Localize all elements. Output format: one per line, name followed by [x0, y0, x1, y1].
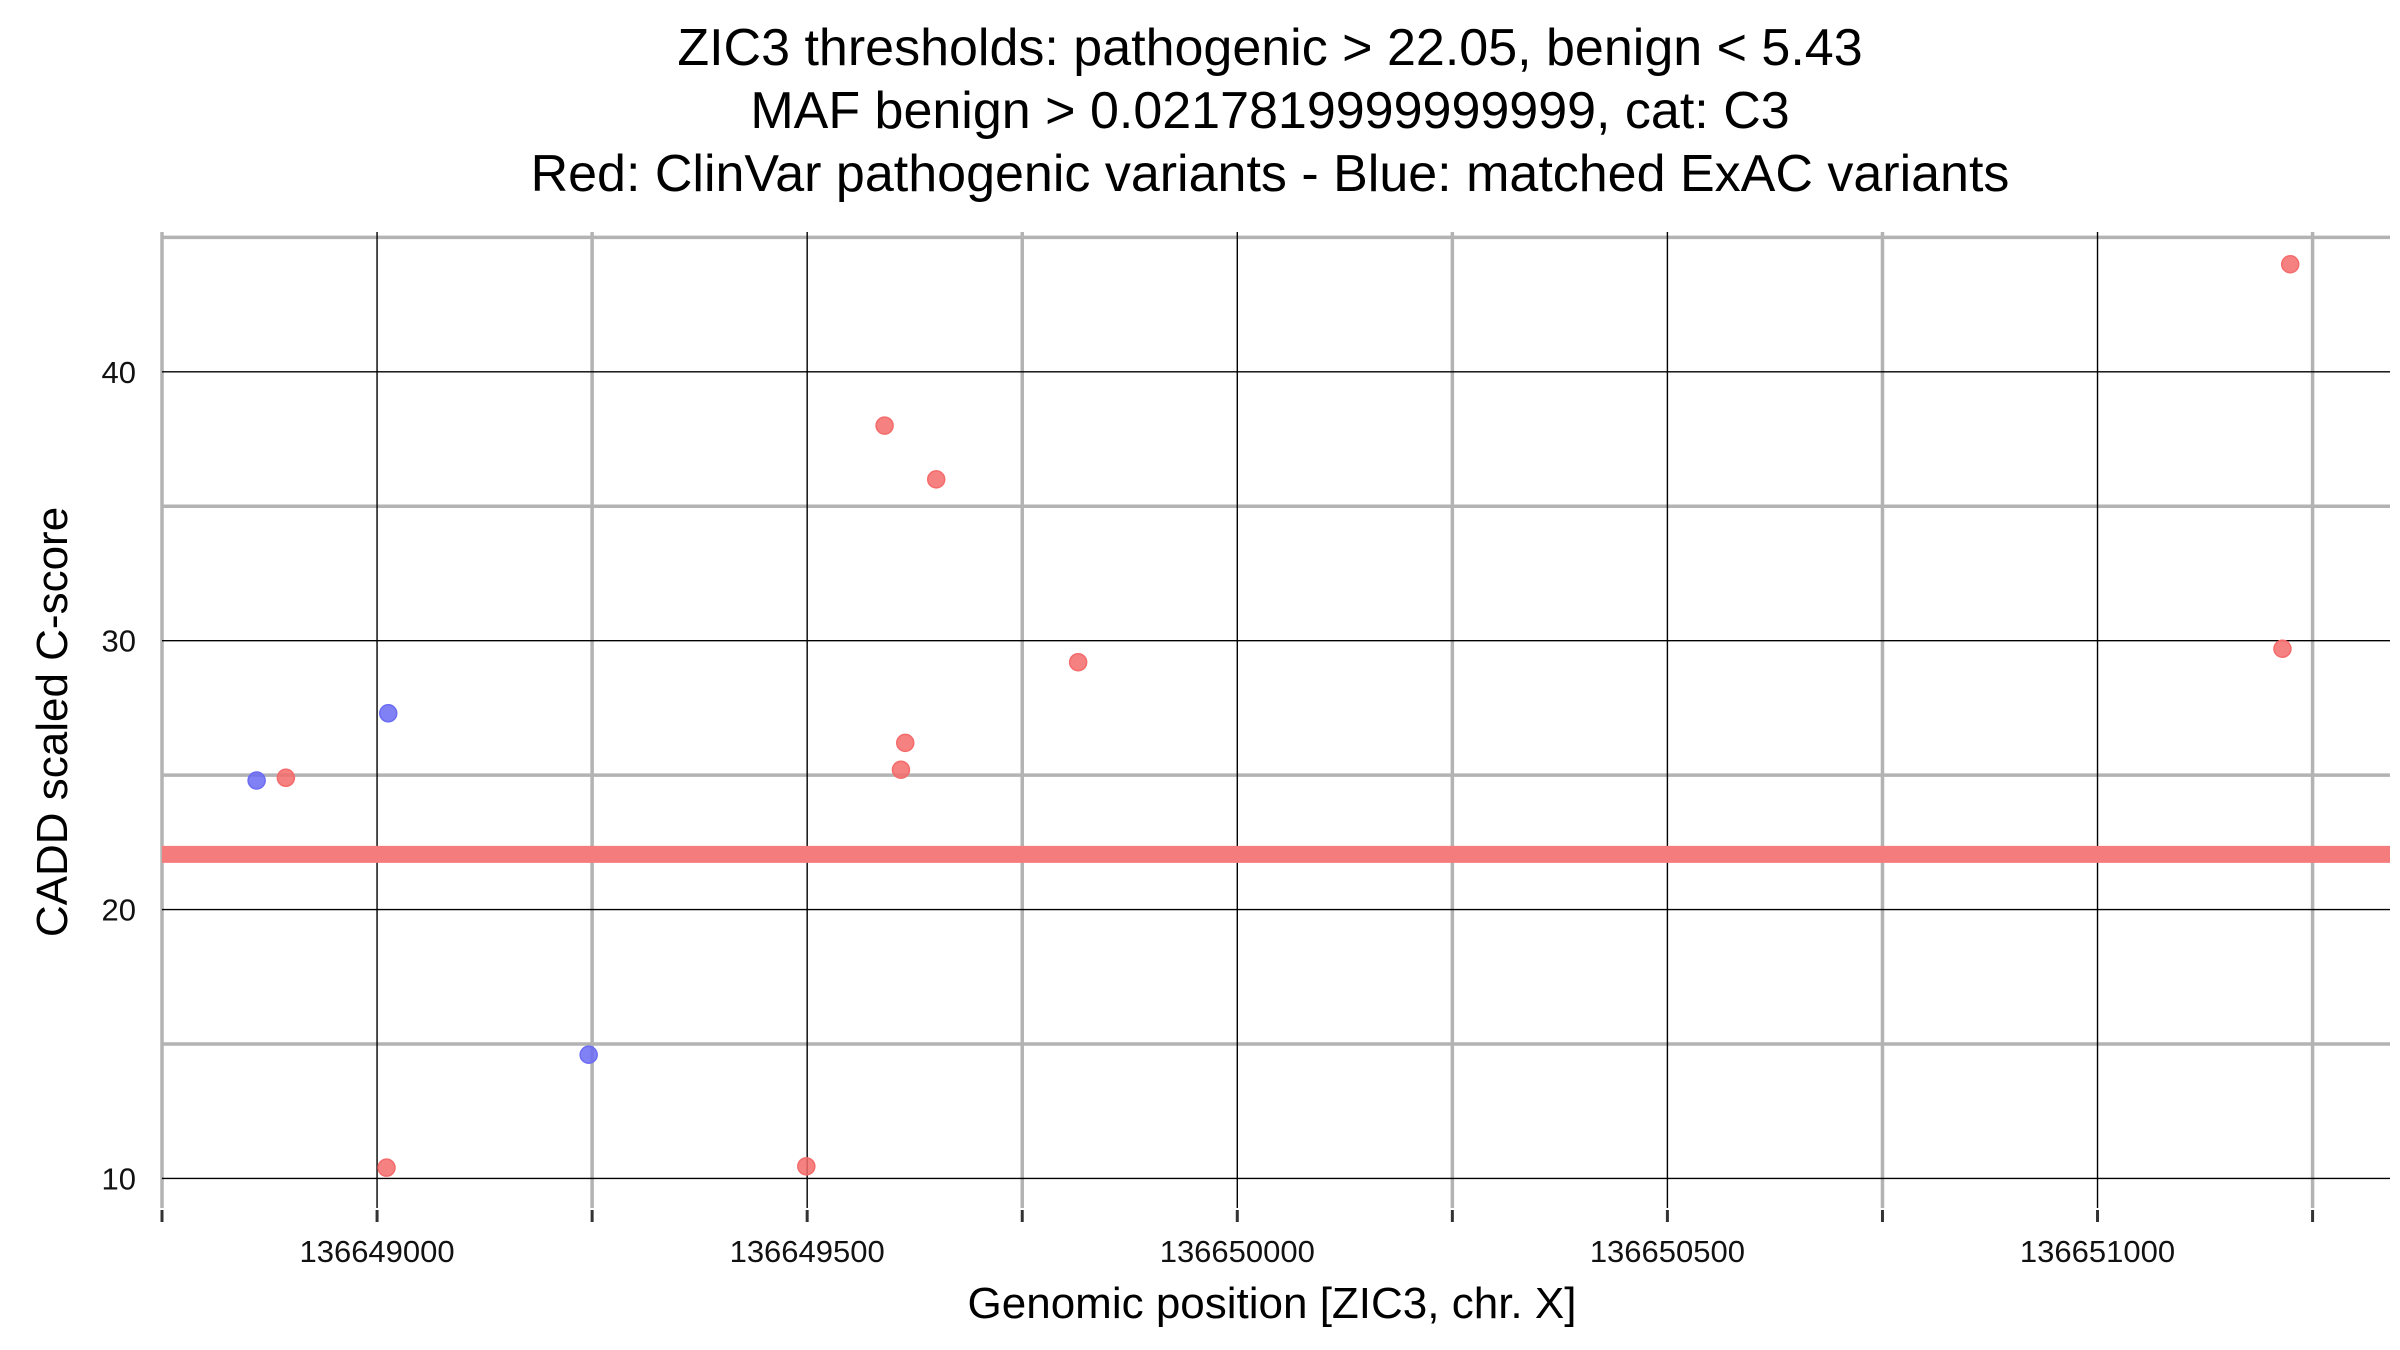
- clinvar-point: [875, 416, 894, 435]
- chart-title: ZIC3 thresholds: pathogenic > 22.05, ben…: [531, 19, 2010, 203]
- x-tick-label: 136649500: [730, 1234, 885, 1269]
- title-line-3: Red: ClinVar pathogenic variants - Blue:…: [531, 145, 2010, 203]
- x-tick-label: 136651000: [2020, 1234, 2175, 1269]
- clinvar-point: [891, 760, 911, 779]
- y-tick-label: 40: [102, 355, 136, 390]
- clinvar-point: [926, 470, 946, 489]
- clinvar-point: [276, 768, 296, 788]
- data-points: [247, 255, 2300, 1177]
- clinvar-point: [1068, 652, 1088, 672]
- x-tick-label: 136649000: [299, 1234, 454, 1269]
- clinvar-point: [2273, 639, 2292, 658]
- exac-point: [247, 771, 266, 790]
- exac-point: [378, 704, 398, 723]
- exac-point: [579, 1045, 598, 1064]
- y-tick-label: 30: [102, 624, 136, 659]
- clinvar-point: [377, 1158, 396, 1177]
- x-axis-title: Genomic position [ZIC3, chr. X]: [968, 1279, 1577, 1328]
- minor-grid: [160, 232, 2390, 1208]
- clinvar-point: [2280, 255, 2300, 274]
- y-axis-title: CADD scaled C-score: [28, 507, 77, 937]
- major-grid: [162, 232, 2390, 1208]
- clinvar-point: [797, 1157, 816, 1176]
- y-axis: 10 20 30 40: [102, 355, 136, 1197]
- title-line-2: MAF benign > 0.0217819999999999, cat: C3: [750, 82, 1789, 140]
- x-tick-label: 136650000: [1160, 1234, 1315, 1269]
- clinvar-point: [895, 733, 915, 753]
- title-line-1: ZIC3 thresholds: pathogenic > 22.05, ben…: [677, 19, 1862, 77]
- y-tick-label: 10: [102, 1161, 136, 1196]
- x-tick-label: 136650500: [1590, 1234, 1745, 1269]
- x-axis: 136649000 136649500 136650000 136650500 1366…: [160, 1210, 2315, 1269]
- y-tick-label: 20: [102, 893, 136, 928]
